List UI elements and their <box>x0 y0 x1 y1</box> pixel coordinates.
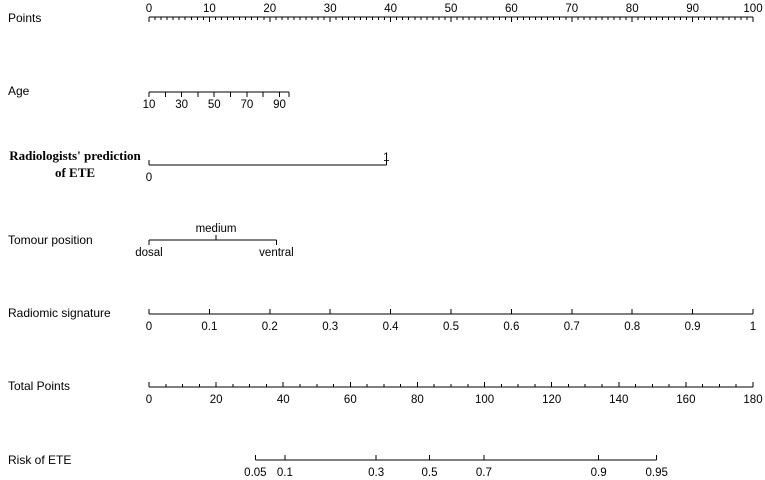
risk-tick-label: 0.5 <box>422 467 438 479</box>
risk-tick-label: 0.7 <box>476 467 492 479</box>
age-tick-label: 70 <box>240 99 253 111</box>
radiomic-tick-label: 0.5 <box>443 321 459 333</box>
total-tick-label: 120 <box>542 394 561 406</box>
risk-tick-label: 0.05 <box>244 467 266 479</box>
total-tick-label: 20 <box>210 394 223 406</box>
radiologists-label: Radiologists' prediction <box>9 148 141 163</box>
points-tick-label: 40 <box>384 3 397 15</box>
points-tick-label: 70 <box>565 3 578 15</box>
tumour-tick-label: ventral <box>259 247 294 259</box>
risk-tick-label: 0.95 <box>646 467 668 479</box>
radiomic-tick-label: 1 <box>750 321 756 333</box>
age-tick-label: 50 <box>208 99 221 111</box>
age-tick-label: 30 <box>175 99 188 111</box>
risk-tick-label: 0.1 <box>277 467 293 479</box>
radiologists-label-line2: of ETE <box>55 165 95 180</box>
total-tick-label: 60 <box>344 394 357 406</box>
radiomic-tick-label: 0.7 <box>564 321 580 333</box>
points-tick-label: 60 <box>505 3 518 15</box>
radiomic-tick-label: 0.8 <box>624 321 640 333</box>
age-tick-label: 90 <box>273 99 286 111</box>
age-tick-label: 10 <box>143 99 156 111</box>
radiomic-tick-label: 0 <box>146 321 152 333</box>
points-tick-label: 30 <box>324 3 337 15</box>
radiomic-tick-label: 0.3 <box>322 321 338 333</box>
radiologists-tick-label: 1 <box>383 152 389 164</box>
points-tick-label: 0 <box>146 3 152 15</box>
risk-label: Risk of ETE <box>8 453 71 467</box>
total-tick-label: 180 <box>743 394 762 406</box>
radiomic-label: Radiomic signature <box>8 306 111 320</box>
points-tick-label: 90 <box>686 3 699 15</box>
total-tick-label: 80 <box>411 394 424 406</box>
risk-tick-label: 0.9 <box>591 467 607 479</box>
tumour-tick-label: dosal <box>135 247 163 259</box>
radiomic-tick-label: 0.9 <box>685 321 701 333</box>
total-tick-label: 140 <box>609 394 628 406</box>
radiomic-tick-label: 0.1 <box>201 321 217 333</box>
total-tick-label: 100 <box>475 394 494 406</box>
points-tick-label: 10 <box>203 3 216 15</box>
total-tick-label: 40 <box>277 394 290 406</box>
risk-tick-label: 0.3 <box>368 467 384 479</box>
radiomic-tick-label: 0.4 <box>383 321 400 333</box>
age-label: Age <box>8 84 30 98</box>
radiomic-tick-label: 0.2 <box>262 321 278 333</box>
points-tick-label: 100 <box>743 3 762 15</box>
total-tick-label: 0 <box>146 394 152 406</box>
total-label: Total Points <box>8 379 70 393</box>
points-tick-label: 20 <box>263 3 276 15</box>
tumour-label: Tomour position <box>8 233 93 247</box>
points-label: Points <box>8 11 41 25</box>
tumour-tick-label: medium <box>196 223 237 235</box>
total-tick-label: 160 <box>676 394 695 406</box>
radiologists-tick-label: 0 <box>146 172 152 184</box>
radiomic-tick-label: 0.6 <box>503 321 519 333</box>
points-tick-label: 80 <box>626 3 639 15</box>
points-tick-label: 50 <box>445 3 458 15</box>
